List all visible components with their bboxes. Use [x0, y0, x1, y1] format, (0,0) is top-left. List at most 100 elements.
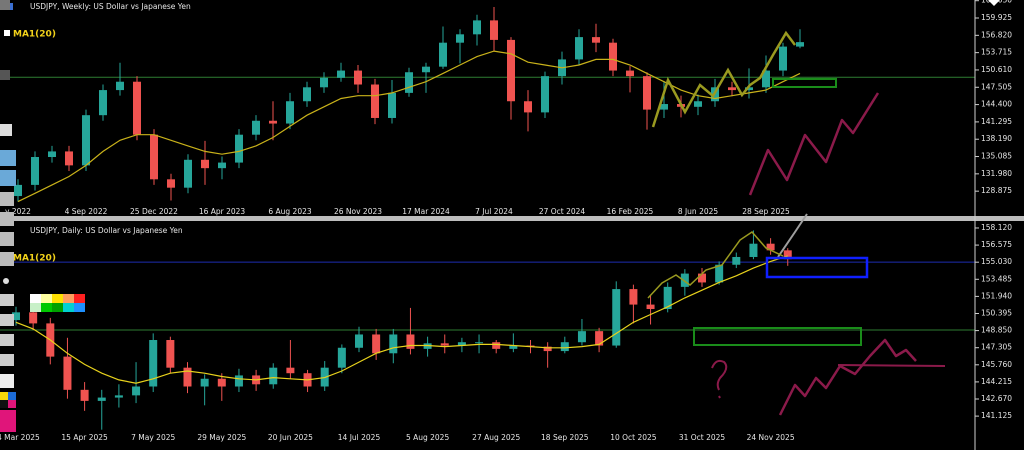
freehand-line[interactable]: [837, 364, 946, 367]
candle-body: [490, 20, 498, 40]
candle-body: [509, 345, 518, 349]
candle-body: [14, 184, 22, 197]
freehand-drawing[interactable]: [748, 92, 880, 196]
toolbar-button[interactable]: [0, 212, 14, 226]
color-swatch[interactable]: [41, 294, 52, 303]
zone-rectangle[interactable]: [693, 327, 862, 346]
question-mark-drawing[interactable]: [711, 359, 728, 399]
candle-body: [200, 378, 209, 387]
chart-shift-marker[interactable]: [988, 0, 1000, 6]
chart-title: USDJPY, Weekly: US Dollar vs Japanese Ye…: [30, 2, 191, 11]
candle-body: [475, 342, 484, 344]
zigzag-drawing[interactable]: [651, 30, 796, 128]
color-button[interactable]: [8, 392, 16, 400]
color-swatch[interactable]: [63, 294, 74, 303]
color-swatch[interactable]: [52, 294, 63, 303]
candle-body: [371, 84, 379, 118]
candle-body: [575, 37, 583, 60]
candle-body: [97, 397, 106, 401]
candle-body: [29, 312, 38, 324]
color-swatch[interactable]: [30, 294, 41, 303]
pane-separator[interactable]: [0, 216, 1024, 221]
toolbar-button[interactable]: [0, 232, 14, 246]
x-tick-label: 5 Aug 2025: [406, 433, 449, 442]
toolbar-button[interactable]: [0, 252, 14, 266]
candle-body: [116, 81, 124, 91]
y-tick-label: 158.120: [981, 223, 1012, 232]
x-tick-label: 28 Sep 2025: [742, 207, 790, 216]
x-tick-label: 6 Aug 2023: [268, 207, 311, 216]
legend-label: MA1(20): [13, 254, 56, 264]
candle-body: [440, 343, 449, 346]
x-tick-label: 10 Oct 2025: [610, 433, 657, 442]
color-button[interactable]: [0, 410, 16, 432]
x-tick-label: 16 Apr 2023: [199, 207, 246, 216]
candle-body: [543, 346, 552, 352]
toolbar-button[interactable]: [0, 0, 10, 10]
toolbar-button[interactable]: [0, 294, 14, 306]
candle-body: [48, 151, 56, 158]
candle-body: [745, 87, 753, 91]
color-swatch[interactable]: [52, 303, 63, 312]
toolbar-button[interactable]: [0, 314, 14, 326]
color-button[interactable]: [0, 392, 8, 400]
candle-body: [167, 179, 175, 188]
zigzag-drawing[interactable]: [647, 231, 784, 299]
candle-body: [643, 76, 651, 110]
toolbar-button[interactable]: [0, 334, 14, 346]
candle-body: [524, 101, 532, 113]
x-tick-label: 26 Nov 2023: [334, 207, 382, 216]
legend-swatch: [4, 30, 10, 36]
color-swatch[interactable]: [63, 303, 74, 312]
color-button[interactable]: [0, 400, 8, 408]
candle-body: [749, 243, 758, 257]
candle-body: [715, 264, 724, 283]
x-tick-label: 17 Mar 2024: [402, 207, 450, 216]
candle-body: [439, 42, 447, 67]
legend-label: MA1(20): [13, 30, 56, 40]
color-swatch[interactable]: [41, 303, 52, 312]
candle-body: [269, 367, 278, 385]
toolbar-button[interactable]: [0, 170, 16, 186]
freehand-arrow[interactable]: [777, 213, 808, 258]
candle-body: [541, 76, 549, 113]
y-tick-label: 153.715: [981, 48, 1012, 57]
toolbar-button[interactable]: [0, 192, 14, 206]
freehand-drawing[interactable]: [778, 338, 917, 416]
color-swatch[interactable]: [74, 303, 85, 312]
x-tick-label: 7 May 2025: [131, 433, 175, 442]
color-swatch[interactable]: [30, 303, 41, 312]
candle-body: [235, 134, 243, 163]
x-tick-label: 24 Mar 2025: [0, 433, 40, 442]
color-swatch[interactable]: [74, 294, 85, 303]
x-tick-label: 24 Nov 2025: [747, 433, 795, 442]
toolbar-button[interactable]: [3, 278, 9, 284]
candle-body: [355, 334, 363, 348]
zone-rectangle[interactable]: [772, 78, 837, 88]
y-tick-label: 159.925: [981, 13, 1012, 22]
candle-body: [577, 331, 586, 343]
y-tick-label: 151.940: [981, 291, 1012, 300]
toolbar-button[interactable]: [0, 354, 14, 366]
zone-rectangle[interactable]: [765, 256, 869, 279]
candle-body: [63, 356, 72, 390]
y-tick-label: 138.190: [981, 134, 1012, 143]
x-tick-label: 7 Jul 2024: [475, 207, 513, 216]
candle-body: [592, 37, 600, 43]
candle-body: [234, 375, 243, 387]
y-tick-label: 147.305: [981, 343, 1012, 352]
x-tick-label: 18 Sep 2025: [541, 433, 589, 442]
toolbar-button[interactable]: [0, 150, 16, 166]
candle-body: [663, 286, 672, 310]
x-tick-label: 15 Apr 2025: [61, 433, 108, 442]
color-palette: [30, 294, 85, 312]
color-button[interactable]: [8, 400, 16, 408]
candle-body: [422, 66, 430, 73]
x-tick-label: 29 May 2025: [197, 433, 246, 442]
candle-body: [65, 151, 73, 166]
toolbar-button[interactable]: [0, 374, 14, 388]
candle-body: [680, 273, 689, 287]
toolbar-button[interactable]: [0, 70, 10, 80]
toolbar-button[interactable]: [0, 124, 12, 136]
